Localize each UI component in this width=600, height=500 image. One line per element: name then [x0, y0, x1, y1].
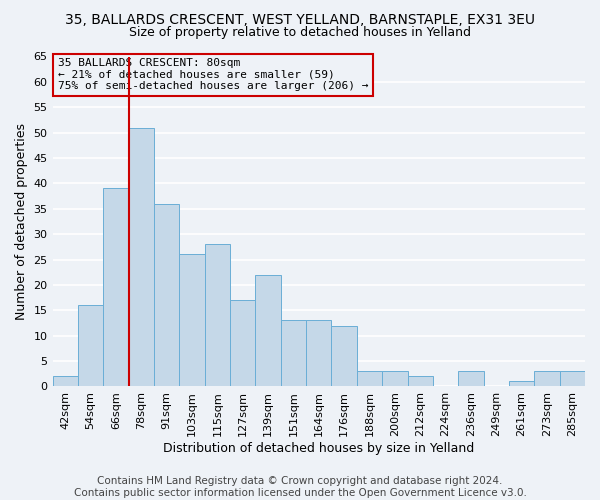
Bar	[230, 300, 256, 386]
Bar	[128, 128, 154, 386]
Text: 35, BALLARDS CRESCENT, WEST YELLAND, BARNSTAPLE, EX31 3EU: 35, BALLARDS CRESCENT, WEST YELLAND, BAR…	[65, 12, 535, 26]
Bar	[407, 376, 433, 386]
Bar	[53, 376, 78, 386]
Bar	[509, 382, 534, 386]
Bar	[560, 371, 585, 386]
Bar	[179, 254, 205, 386]
Bar	[205, 244, 230, 386]
Bar	[331, 326, 357, 386]
Y-axis label: Number of detached properties: Number of detached properties	[15, 123, 28, 320]
X-axis label: Distribution of detached houses by size in Yelland: Distribution of detached houses by size …	[163, 442, 475, 455]
Bar	[103, 188, 128, 386]
Bar	[78, 305, 103, 386]
Bar	[534, 371, 560, 386]
Bar	[458, 371, 484, 386]
Bar	[306, 320, 331, 386]
Bar	[154, 204, 179, 386]
Bar	[281, 320, 306, 386]
Text: Size of property relative to detached houses in Yelland: Size of property relative to detached ho…	[129, 26, 471, 39]
Text: 35 BALLARDS CRESCENT: 80sqm
← 21% of detached houses are smaller (59)
75% of sem: 35 BALLARDS CRESCENT: 80sqm ← 21% of det…	[58, 58, 368, 92]
Bar	[256, 275, 281, 386]
Bar	[357, 371, 382, 386]
Bar	[382, 371, 407, 386]
Text: Contains HM Land Registry data © Crown copyright and database right 2024.
Contai: Contains HM Land Registry data © Crown c…	[74, 476, 526, 498]
